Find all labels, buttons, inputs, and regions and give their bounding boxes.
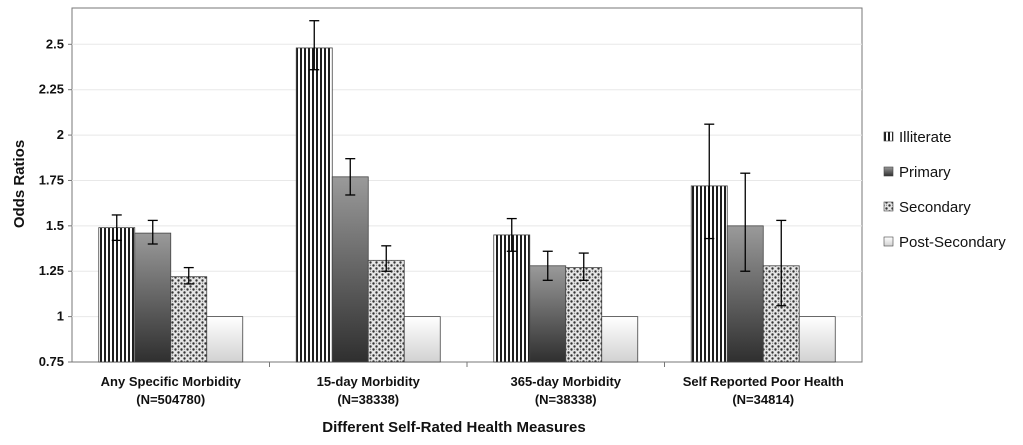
bar-secondary-2 [565,267,603,363]
x-category-label: Any Specific Morbidity [101,374,242,389]
bar-illiterate-0 [98,227,136,363]
y-tick-label: 1.25 [39,263,64,278]
bar-primary-2 [529,265,567,363]
bar-primary-1 [331,176,369,363]
x-category-label: Self Reported Poor Health [683,374,844,389]
x-category-label: (N=38338) [535,392,597,407]
bar-secondary-1 [367,259,405,363]
legend: Illiterate Primary Secondary Post-Secondary [883,129,1006,251]
y-tick-label: 1.75 [39,172,64,187]
legend-swatch [883,166,894,177]
x-category-label: 365-day Morbidity [510,374,621,389]
legend-label: Primary [899,164,951,181]
bar-illiterate-2 [493,234,531,363]
bar-post-secondary-3 [798,316,836,363]
y-tick-label: 1.5 [46,218,64,233]
x-category-label: 15-day Morbidity [317,374,421,389]
legend-label: Illiterate [899,129,952,146]
error-bars [111,20,787,307]
x-category-label: (N=38338) [337,392,399,407]
legend-swatch [883,236,894,247]
y-tick-label: 2 [57,127,64,142]
x-axis: Any Specific Morbidity (N=504780) 15-day M… [101,362,844,407]
y-axis-title: Odds Ratios [11,140,28,228]
y-tick-label: 2.5 [46,36,64,51]
y-axis: 0.75 1 1.25 1.5 1.75 2 2.25 2.5 [39,36,72,369]
legend-swatch [883,131,894,142]
legend-swatch [883,201,894,212]
bar-primary-0 [134,232,172,363]
bar-post-secondary-1 [403,316,441,363]
bar-secondary-0 [170,276,208,363]
legend-label: Post-Secondary [899,234,1006,251]
x-category-label: (N=34814) [732,392,794,407]
bar-post-secondary-2 [601,316,639,363]
bar-post-secondary-0 [206,316,244,363]
legend-label: Secondary [899,199,971,216]
x-axis-title: Different Self-Rated Health Measures [322,419,585,436]
y-tick-label: 2.25 [39,82,64,97]
y-tick-label: 0.75 [39,354,64,369]
bar-illiterate-1 [295,47,333,363]
x-category-label: (N=504780) [136,392,205,407]
y-tick-label: 1 [57,309,64,324]
